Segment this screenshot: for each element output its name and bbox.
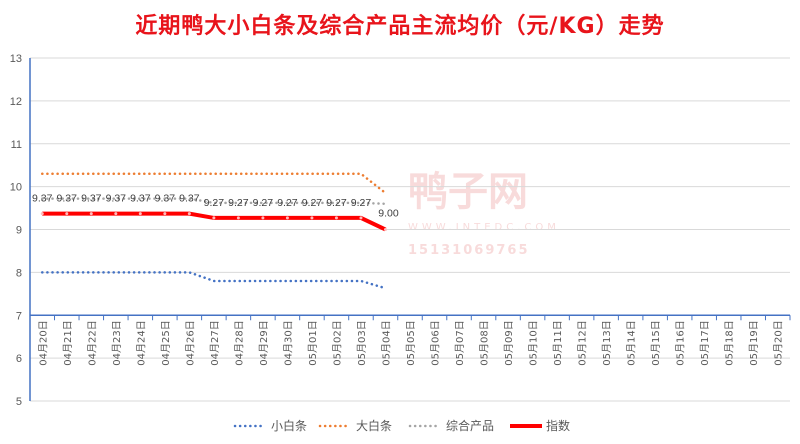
data-label: 9.37 <box>32 193 53 205</box>
y-tick-label: 8 <box>16 267 22 279</box>
legend-label: 大白条 <box>356 418 392 433</box>
y-tick-label: 5 <box>16 396 22 408</box>
y-tick-label: 6 <box>16 353 22 365</box>
x-tick-label: 05月09日 <box>503 320 515 365</box>
x-tick-label: 05月01日 <box>307 320 319 365</box>
data-point-marker <box>187 212 191 216</box>
data-point-marker <box>40 212 44 216</box>
data-label: 9.37 <box>106 193 127 205</box>
data-point-marker <box>383 228 387 231</box>
data-label: 9.37 <box>81 193 102 205</box>
data-point-marker <box>310 216 314 220</box>
x-tick-label: 05月19日 <box>748 320 760 365</box>
legend-label: 综合产品 <box>446 418 494 433</box>
series-line <box>41 172 387 195</box>
y-tick-label: 7 <box>16 310 22 322</box>
data-point-marker <box>138 212 142 216</box>
data-label: 9.27 <box>204 197 225 209</box>
data-point-marker <box>359 216 363 220</box>
x-tick-label: 05月02日 <box>331 320 343 365</box>
x-tick-label: 05月03日 <box>356 320 368 365</box>
watermark: 鸭子网 WWW.INTEDC.COM 15131069765 <box>408 169 560 258</box>
data-label: 9.27 <box>351 197 372 209</box>
series-小白条 <box>41 271 387 290</box>
watermark-name: 鸭子网 <box>408 169 528 215</box>
x-tick-label: 04月27日 <box>209 320 221 365</box>
data-label: 9.37 <box>155 193 176 205</box>
series-line <box>41 197 387 206</box>
x-tick-label: 05月08日 <box>479 320 491 365</box>
x-tick-label: 04月20日 <box>37 320 49 365</box>
data-label: 9.37 <box>179 193 200 205</box>
x-tick-label: 05月07日 <box>454 320 466 365</box>
x-tick-label: 05月16日 <box>675 320 687 365</box>
x-tick-label: 04月22日 <box>86 320 98 365</box>
data-point-marker <box>261 216 265 220</box>
legend-item: 综合产品 <box>408 418 494 433</box>
legend-item: 小白条 <box>233 418 307 433</box>
x-tick-label: 05月12日 <box>577 320 589 365</box>
data-label: 9.37 <box>57 193 78 205</box>
series-指数 <box>40 211 387 232</box>
legend-label: 小白条 <box>271 418 307 433</box>
y-tick-label: 12 <box>10 96 22 108</box>
data-point-marker <box>114 212 118 216</box>
series-综合产品 <box>41 197 387 206</box>
data-label: 9.00 <box>378 208 399 220</box>
data-label: 9.27 <box>302 197 323 209</box>
legend-item: 大白条 <box>318 418 392 433</box>
y-tick-label: 13 <box>10 53 22 65</box>
chart-title: 近期鸭大小白条及综合产品主流均价（元/KG）走势 <box>135 14 665 39</box>
y-tick-label: 10 <box>10 182 22 194</box>
data-label: 9.27 <box>253 197 274 209</box>
x-tick-label: 05月14日 <box>626 320 638 365</box>
data-label: 9.37 <box>130 193 151 205</box>
data-point-marker <box>212 216 216 220</box>
x-tick-label: 05月13日 <box>601 320 613 365</box>
data-point-marker <box>89 212 93 216</box>
x-tick-label: 05月15日 <box>650 320 662 365</box>
x-tick-label: 05月18日 <box>724 320 736 365</box>
series-line <box>41 271 387 290</box>
watermark-phone: 15131069765 <box>408 243 530 258</box>
legend-item: 指数 <box>510 418 570 433</box>
data-point-marker <box>65 212 69 216</box>
y-tick-label: 11 <box>11 139 22 151</box>
x-tick-label: 04月23日 <box>111 320 123 365</box>
y-tick-label: 9 <box>16 225 22 237</box>
x-tick-label: 05月05日 <box>405 320 417 365</box>
data-label: 9.27 <box>326 197 347 209</box>
x-tick-label: 04月21日 <box>62 320 74 365</box>
x-tick-label: 05月10日 <box>528 320 540 365</box>
x-tick-label: 05月04日 <box>380 320 392 365</box>
x-tick-label: 05月11日 <box>552 320 564 365</box>
x-tick-label: 04月30日 <box>282 320 294 365</box>
watermark-url: WWW.INTEDC.COM <box>408 222 560 233</box>
x-tick-label: 04月25日 <box>160 320 172 365</box>
data-label: 9.27 <box>277 197 298 209</box>
x-tick-label: 05月17日 <box>699 320 711 365</box>
data-label: 9.27 <box>228 197 249 209</box>
data-point-marker <box>334 216 338 220</box>
x-tick-label: 05月06日 <box>430 320 442 365</box>
x-tick-label: 04月29日 <box>258 320 270 365</box>
x-tick-label: 04月26日 <box>184 320 196 365</box>
data-point-marker <box>236 216 240 220</box>
data-point-marker <box>285 216 289 220</box>
x-tick-label: 05月20日 <box>773 320 785 365</box>
data-point-marker <box>163 212 167 216</box>
series-line <box>42 211 387 232</box>
x-tick-label: 04月28日 <box>233 320 245 365</box>
legend-label: 指数 <box>546 418 570 433</box>
series-大白条 <box>41 172 387 195</box>
x-tick-label: 04月24日 <box>135 320 147 365</box>
